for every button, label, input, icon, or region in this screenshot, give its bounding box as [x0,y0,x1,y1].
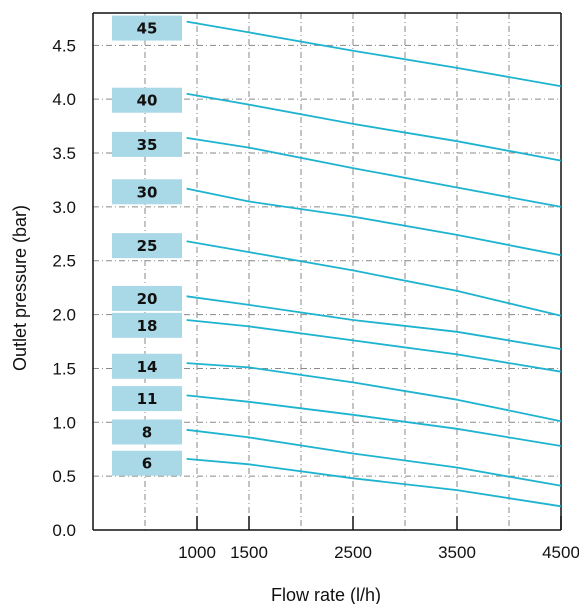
x-tick-label: 2500 [334,543,372,562]
series-tag-box-6 [112,450,182,476]
y-tick-label: 0.0 [52,521,76,540]
series-line-8 [186,428,562,487]
y-tick-label: 3.0 [52,198,76,217]
series-tag-box-40 [112,87,182,113]
series-tag-box-11 [112,386,182,412]
x-tick-label: 1500 [230,543,268,562]
x-axis-title: Flow rate (l/h) [271,585,381,604]
x-ticks: 1000 1500 2500 3500 4500 [178,516,579,562]
series-tag-label-25: 25 [137,237,158,255]
x-tick-label: 1000 [178,543,216,562]
series-tag-label-40: 40 [137,92,158,110]
series-line-45 [186,20,562,88]
x-tick-label: 3500 [438,543,476,562]
y-tick-label: 2.5 [52,252,76,271]
y-tick-label: 0.5 [52,467,76,486]
series-lines [186,20,562,508]
series-tag-box-14 [112,353,182,379]
series-tag-box-8 [112,419,182,445]
series-tag-label-11: 11 [137,390,158,408]
series-tag-box-18 [112,312,182,338]
y-tick-label: 3.5 [52,144,76,163]
series-tag-box-45 [112,15,182,41]
series-line-30 [186,187,562,257]
series-tag-box-35 [112,131,182,157]
series-line-25 [186,240,562,317]
series-tag-box-25 [112,233,182,259]
series-line-18 [186,319,562,373]
series-tag-label-20: 20 [137,290,158,308]
series-line-6 [186,458,562,508]
series-tag-label-45: 45 [137,20,158,38]
series-line-40 [186,92,562,162]
series-tag-label-18: 18 [137,317,158,335]
y-tick-label: 1.5 [52,359,76,378]
series-tag-box-20 [112,285,182,311]
axes [92,12,562,531]
y-tick-label: 4.5 [52,36,76,55]
series-line-14 [186,362,562,423]
y-axis-title: Outlet pressure (bar) [10,205,30,371]
series-tag-label-8: 8 [142,423,152,441]
series-tag-label-6: 6 [142,455,152,473]
y-tick-label: 1.0 [52,413,76,432]
x-tick-label: 4500 [542,543,579,562]
y-tick-label: 4.0 [52,90,76,109]
series-line-35 [186,137,562,208]
y-tick-label: 2.0 [52,306,76,325]
series-line-20 [186,295,562,350]
y-ticks: 0.0 0.5 1.0 1.5 2.0 2.5 3.0 3.5 4.0 4.5 [52,36,76,540]
series-tag-label-14: 14 [137,358,158,376]
series-line-11 [186,394,562,447]
series-tag-box-30 [112,179,182,205]
series-tags: 45 40 35 30 25 20 18 14 11 8 6 [112,15,182,476]
series-tag-label-35: 35 [137,136,158,154]
series-tag-label-30: 30 [137,183,158,201]
